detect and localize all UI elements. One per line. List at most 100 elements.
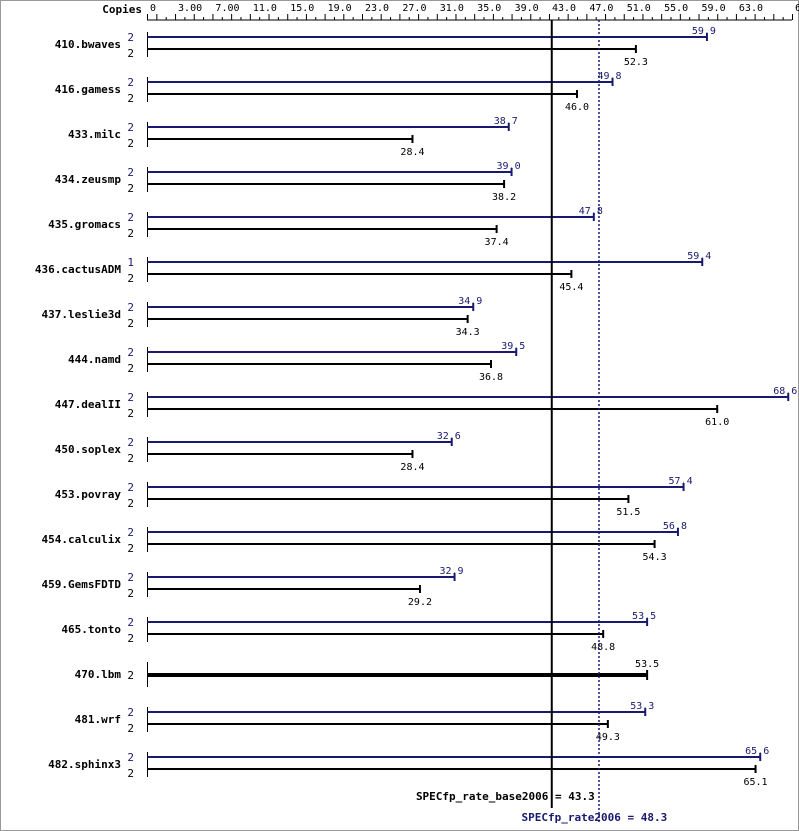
peak-copies: 2 bbox=[127, 301, 134, 314]
benchmark-name: 416.gamess bbox=[55, 83, 121, 96]
peak-value-label: 32.9 bbox=[439, 566, 463, 577]
benchmark-name: 436.cactusADM bbox=[35, 263, 121, 276]
benchmark-rows: 410.bwaves 2 59.9 2 52.3 416.gamess 2 49.8 2 46.0… bbox=[35, 26, 797, 788]
peak-value-label: 57.4 bbox=[669, 476, 693, 487]
benchmark-name: 433.milc bbox=[68, 128, 121, 141]
base-value-label: 61.0 bbox=[705, 417, 729, 428]
peak-value-label: 39.0 bbox=[497, 161, 521, 172]
benchmark-row: 447.dealII 2 68.6 2 61.0 bbox=[55, 386, 798, 428]
peak-value-label: 39.5 bbox=[501, 341, 525, 352]
base-copies: 2 bbox=[127, 497, 134, 510]
base-value-label: 38.2 bbox=[492, 192, 516, 203]
benchmark-name: 437.leslie3d bbox=[42, 308, 121, 321]
base-copies: 2 bbox=[127, 587, 134, 600]
peak-value-label: 68.6 bbox=[773, 386, 797, 397]
benchmark-row: 453.povray 2 57.4 2 51.5 bbox=[55, 476, 693, 518]
peak-value-label: 32.6 bbox=[437, 431, 461, 442]
peak-value-label: 47.8 bbox=[579, 206, 603, 217]
base-value-label: 52.3 bbox=[624, 57, 648, 68]
peak-value-label: 65.6 bbox=[745, 746, 769, 757]
benchmark-row: 454.calculix 2 56.8 2 54.3 bbox=[42, 521, 687, 563]
benchmark-row: 434.zeusmp 2 39.0 2 38.2 bbox=[55, 161, 521, 203]
peak-copies: 1 bbox=[127, 256, 134, 269]
peak-copies: 2 bbox=[127, 76, 134, 89]
benchmark-row: 416.gamess 2 49.8 2 46.0 bbox=[55, 71, 622, 113]
base-copies: 2 bbox=[127, 272, 134, 285]
peak-copies: 2 bbox=[127, 481, 134, 494]
benchmark-name: 453.povray bbox=[55, 488, 122, 501]
benchmark-name: 434.zeusmp bbox=[55, 173, 122, 186]
peak-copies: 2 bbox=[127, 751, 134, 764]
peak-copies: 2 bbox=[127, 31, 134, 44]
benchmark-row: 482.sphinx3 2 65.6 2 65.1 bbox=[48, 746, 769, 788]
base-value-label: 28.4 bbox=[400, 462, 424, 473]
base-copies: 2 bbox=[127, 227, 134, 240]
peak-copies: 2 bbox=[127, 211, 134, 224]
base-value-label: 36.8 bbox=[479, 372, 503, 383]
base-copies: 2 bbox=[127, 92, 134, 105]
x-tick-label: 7.00 bbox=[215, 3, 239, 14]
x-tick-label: 55.0 bbox=[664, 3, 688, 14]
base-value-label: 51.5 bbox=[616, 507, 640, 518]
benchmark-row: 435.gromacs 2 47.8 2 37.4 bbox=[48, 206, 603, 248]
x-tick-label: 0 bbox=[150, 3, 156, 14]
x-tick-label: 27.0 bbox=[402, 3, 426, 14]
benchmark-row: 410.bwaves 2 59.9 2 52.3 bbox=[55, 26, 716, 68]
peak-value-label: 56.8 bbox=[663, 521, 687, 532]
x-tick-label: 59.0 bbox=[702, 3, 726, 14]
benchmark-row: 450.soplex 2 32.6 2 28.4 bbox=[55, 431, 461, 473]
peak-copies: 2 bbox=[127, 526, 134, 539]
base-value-label: 49.3 bbox=[596, 732, 620, 743]
base-value-label: 65.1 bbox=[743, 777, 767, 788]
base-value-label: 37.4 bbox=[485, 237, 509, 248]
peak-copies: 2 bbox=[127, 346, 134, 359]
x-tick-label: 31.0 bbox=[440, 3, 464, 14]
benchmark-row: 481.wrf 2 53.3 2 49.3 bbox=[75, 701, 655, 743]
peak-value-label: 49.8 bbox=[597, 71, 621, 82]
x-tick-label: 69.0 bbox=[795, 3, 799, 14]
base-copies: 2 bbox=[127, 722, 134, 735]
peak-value-label: 53.3 bbox=[630, 701, 654, 712]
peak-value-label: 59.9 bbox=[692, 26, 716, 37]
x-tick-label: 51.0 bbox=[627, 3, 651, 14]
benchmark-name: 465.tonto bbox=[61, 623, 121, 636]
peak-mean-label: SPECfp_rate2006 = 48.3 bbox=[522, 811, 668, 824]
base-copies: 2 bbox=[127, 542, 134, 555]
base-value-label: 45.4 bbox=[559, 282, 583, 293]
base-value-label: 48.8 bbox=[591, 642, 615, 653]
base-value-label: 34.3 bbox=[456, 327, 480, 338]
peak-copies: 2 bbox=[127, 436, 134, 449]
benchmark-row: 459.GemsFDTD 2 32.9 2 29.2 bbox=[42, 566, 464, 608]
x-tick-label: 35.0 bbox=[477, 3, 501, 14]
base-copies: 2 bbox=[127, 362, 134, 375]
peak-value-label: 59.4 bbox=[687, 251, 711, 262]
benchmark-row: 444.namd 2 39.5 2 36.8 bbox=[68, 341, 525, 383]
x-tick-label: 63.0 bbox=[739, 3, 763, 14]
base-copies: 2 bbox=[127, 767, 134, 780]
base-copies: 2 bbox=[127, 407, 134, 420]
peak-copies: 2 bbox=[127, 166, 134, 179]
base-value-label: 28.4 bbox=[400, 147, 424, 158]
x-tick-label: 39.0 bbox=[515, 3, 539, 14]
x-tick-label: 3.00 bbox=[178, 3, 202, 14]
base-value-label: 53.5 bbox=[635, 659, 659, 670]
base-copies: 2 bbox=[127, 317, 134, 330]
benchmark-row: 433.milc 2 38.7 2 28.4 bbox=[68, 116, 518, 158]
base-copies: 2 bbox=[127, 137, 134, 150]
peak-copies: 2 bbox=[127, 391, 134, 404]
x-tick-label: 11.0 bbox=[253, 3, 277, 14]
peak-value-label: 53.5 bbox=[632, 611, 656, 622]
x-tick-label: 19.0 bbox=[328, 3, 352, 14]
base-mean-label: SPECfp_rate_base2006 = 43.3 bbox=[416, 790, 595, 803]
benchmark-name: 444.namd bbox=[68, 353, 121, 366]
peak-copies: 2 bbox=[127, 571, 134, 584]
benchmark-name: 482.sphinx3 bbox=[48, 758, 121, 771]
base-copies: 2 bbox=[127, 452, 134, 465]
benchmark-name: 481.wrf bbox=[75, 713, 121, 726]
base-copies: 2 bbox=[127, 669, 134, 682]
peak-value-label: 34.9 bbox=[458, 296, 482, 307]
benchmark-name: 470.lbm bbox=[75, 668, 122, 681]
benchmark-row: 465.tonto 2 53.5 2 48.8 bbox=[61, 611, 656, 653]
base-value-label: 46.0 bbox=[565, 102, 589, 113]
